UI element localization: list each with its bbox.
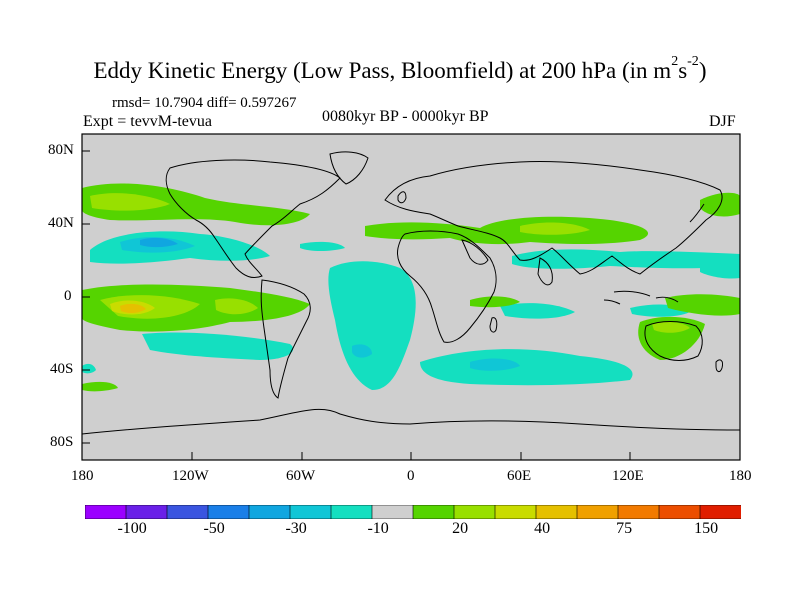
lat-label-40n: 40N	[48, 215, 74, 231]
colorbar-label: -10	[367, 520, 389, 537]
contour-negative-indian	[500, 303, 575, 319]
stats-text: rmsd= 10.7904 diff= 0.597267	[112, 95, 297, 111]
contour-positive-africa-asia	[365, 216, 649, 245]
colorbar-swatch	[330, 505, 373, 519]
contour-fields	[82, 183, 740, 392]
colorbar-swatch	[699, 505, 741, 519]
title-text: Eddy Kinetic Energy (Low Pass, Bloomfiel…	[93, 58, 672, 83]
lat-label-80s: 80S	[50, 434, 74, 450]
colorbar-swatch	[125, 505, 168, 519]
colorbar-label: -50	[203, 520, 225, 537]
lat-label-80n: 80N	[48, 142, 74, 158]
contour-negative-southern-east	[420, 349, 633, 386]
map-title: Eddy Kinetic Energy (Low Pass, Bloomfiel…	[0, 54, 800, 84]
contour-negative-south-far-west	[82, 363, 96, 374]
title-unit-exponent-1: 2	[671, 54, 679, 70]
coast-india	[537, 257, 553, 286]
contour-negative-southern	[142, 332, 294, 360]
colorbar-swatch	[617, 505, 660, 519]
colorbar-swatch	[453, 505, 496, 519]
colorbar-swatch	[494, 505, 537, 519]
colorbar-swatch	[166, 505, 209, 519]
colorbar-swatch	[371, 505, 414, 519]
lat-label-0: 0	[64, 288, 72, 304]
coast-indonesia	[603, 290, 679, 305]
contour-negative-npacific-deep	[140, 237, 178, 248]
colorbar-label: 75	[616, 520, 633, 537]
colorbar-label: -30	[285, 520, 307, 537]
coast-japan	[689, 203, 705, 223]
colorbar-swatch	[207, 505, 250, 519]
colorbar	[85, 505, 741, 519]
colorbar-swatch	[535, 505, 578, 519]
coast-north-america	[165, 159, 341, 279]
coast-madagascar	[489, 317, 498, 333]
colorbar-swatch	[248, 505, 291, 519]
contour-positive-maritime	[665, 294, 740, 316]
period-label: 0080kyr BP - 0000kyr BP	[322, 108, 489, 125]
season-label: DJF	[709, 113, 736, 130]
colorbar-swatch	[412, 505, 455, 519]
colorbar-swatch	[85, 505, 127, 519]
lon-label-120w: 120W	[172, 468, 209, 484]
colorbar-swatch	[576, 505, 619, 519]
coastlines	[82, 151, 740, 435]
lon-label-60e: 60E	[507, 468, 532, 484]
experiment-label: Expt = tevvM-tevua	[83, 113, 212, 130]
lon-label-0: 0	[407, 468, 415, 484]
coast-arabia	[461, 239, 489, 265]
lon-label-120e: 120E	[612, 468, 644, 484]
lon-label-60w: 60W	[286, 468, 316, 484]
lon-label-180w: 180	[71, 468, 94, 484]
contour-positive-asia-core	[520, 222, 590, 235]
title-unit-exponent-2: -2	[687, 54, 699, 70]
coast-uk	[397, 191, 407, 204]
contour-negative-southern-core	[470, 358, 520, 371]
coast-europe-asia	[384, 160, 723, 275]
title-unit-s: s	[678, 58, 688, 83]
tick-marks	[81, 150, 741, 460]
contour-positive-australia-core	[652, 321, 690, 333]
coast-new-zealand	[715, 359, 723, 373]
lat-label-40s: 40S	[50, 361, 74, 377]
contour-positive-tropical-core2	[215, 298, 258, 315]
contour-positive-south-pacific	[82, 381, 118, 392]
contour-positive-indian	[470, 296, 520, 308]
coast-antarctica	[82, 408, 740, 435]
contour-negative-midatlantic	[328, 261, 416, 390]
coast-africa	[397, 230, 497, 343]
title-close-paren: )	[698, 58, 707, 83]
colorbar-label: 20	[452, 520, 469, 537]
colorbar-label: 150	[694, 520, 719, 537]
colorbar-swatch	[289, 505, 332, 519]
colorbar-swatch	[658, 505, 701, 519]
coast-south-america	[260, 279, 311, 399]
contour-positive-npacific-core	[90, 193, 170, 211]
coast-australia	[644, 321, 703, 361]
contour-positive-tropical-max	[120, 303, 146, 314]
contour-positive-natlantic	[215, 206, 290, 221]
contour-negative-midatlantic-core	[352, 344, 372, 358]
contour-negative-atlantic	[300, 241, 345, 251]
lon-label-180e: 180	[729, 468, 752, 484]
coast-greenland	[329, 151, 369, 185]
colorbar-label: 40	[534, 520, 551, 537]
colorbar-label: -100	[117, 520, 147, 537]
contour-negative-far-east	[700, 262, 740, 279]
